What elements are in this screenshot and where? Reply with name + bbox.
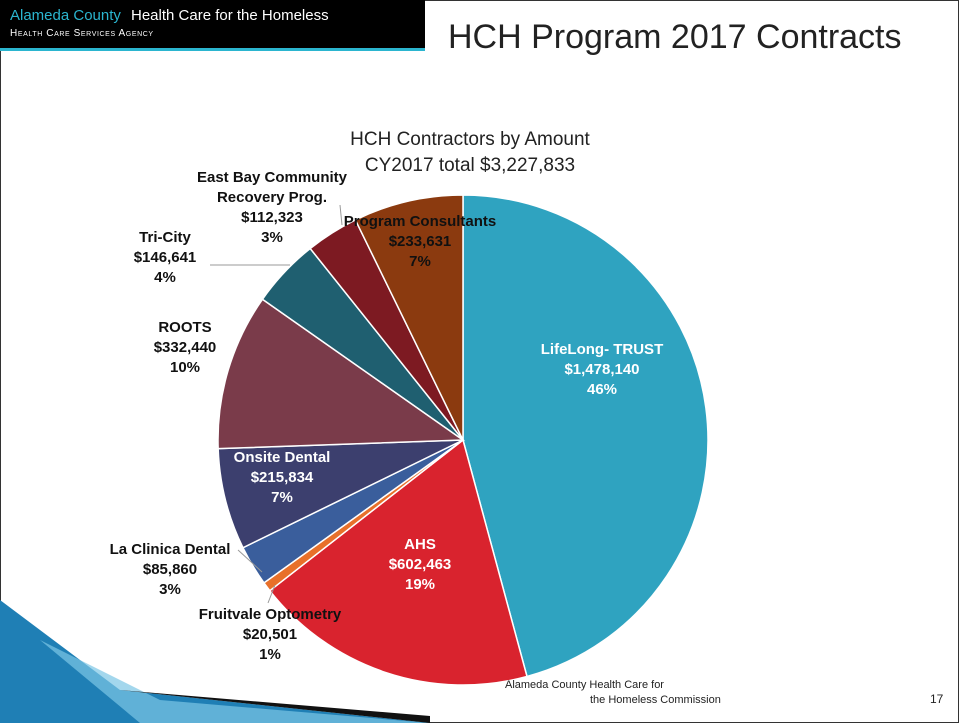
chart-title: HCH Contractors by Amount <box>350 129 590 150</box>
slice-name: East Bay Community Recovery Prog. <box>196 169 348 206</box>
slice-percent: 3% <box>261 229 283 246</box>
leader-line <box>339 204 343 226</box>
slice-label: Onsite Dental $215,834 7% <box>217 448 347 508</box>
footer-text: Alameda County Health Care for <box>505 679 664 691</box>
slice-amount: $146,641 <box>133 249 197 266</box>
org-name: Health Care for the Homeless <box>131 7 329 24</box>
slice-amount: $20,501 <box>242 626 298 643</box>
org-highlight: Alameda County <box>10 7 121 24</box>
slice-name: LifeLong- TRUST <box>540 341 664 358</box>
slice-percent: 7% <box>409 253 431 270</box>
slice-label: Program Consultants $233,631 7% <box>320 212 520 272</box>
slice-amount: $85,860 <box>142 561 198 578</box>
decor-stripe <box>40 640 430 723</box>
footer-text: the Homeless Commission <box>590 694 721 706</box>
slice-amount: $112,323 <box>241 209 303 226</box>
slice-label: LifeLong- TRUST $1,478,140 46% <box>522 340 682 400</box>
slice-name: Fruitvale Optometry <box>198 606 342 623</box>
slice-amount: $233,631 <box>388 233 452 250</box>
slice-name: ROOTS <box>158 319 212 336</box>
slice-label: East Bay Community Recovery Prog. $112,32… <box>185 168 360 248</box>
header-rule <box>0 48 425 51</box>
slice-label: La Clinica Dental $85,860 3% <box>90 540 250 600</box>
slice <box>268 438 528 686</box>
chart-subtitle: CY2017 total $3,227,833 <box>365 155 575 176</box>
slide-title: HCH Program 2017 Contracts <box>448 18 902 56</box>
slice-amount: $215,834 <box>250 469 314 486</box>
leader-lines <box>210 204 343 604</box>
slice-percent: 7% <box>271 489 293 506</box>
slice-percent: 10% <box>169 359 201 376</box>
slice-name: Tri-City <box>139 229 191 246</box>
slice-label: ROOTS $332,440 10% <box>125 318 245 378</box>
slice-name: AHS <box>404 536 436 553</box>
slice-label: Fruitvale Optometry $20,501 1% <box>170 605 370 665</box>
slice <box>354 194 464 441</box>
slice <box>462 194 709 678</box>
slice <box>217 298 466 450</box>
page-number: 17 <box>930 692 944 706</box>
slice-name: La Clinica Dental <box>109 541 231 558</box>
slice-percent: 4% <box>154 269 176 286</box>
leader-line <box>267 584 276 604</box>
slices <box>217 194 709 686</box>
slice-label: Tri-City $146,641 4% <box>115 228 215 288</box>
slice-name: Program Consultants <box>343 213 497 230</box>
slice-name: Onsite Dental <box>233 449 331 466</box>
slice-percent: 46% <box>586 381 618 398</box>
leader-line <box>237 549 263 573</box>
slice-percent: 19% <box>404 576 436 593</box>
decor-stripe <box>120 690 430 723</box>
slice-amount: $332,440 <box>153 339 217 356</box>
agency: Health Care Services Agency <box>10 28 154 39</box>
slice-label: AHS $602,463 19% <box>360 535 480 595</box>
slice-amount: $602,463 <box>388 556 452 573</box>
footer: Alameda County Health Care for the Homele… <box>505 679 721 706</box>
slice-amount: $1,478,140 <box>564 361 640 378</box>
slice-percent: 3% <box>159 581 181 598</box>
header-band <box>0 0 425 48</box>
slice-percent: 1% <box>259 646 281 663</box>
footer-text: Alameda County Health Care for the Homele… <box>505 679 721 706</box>
